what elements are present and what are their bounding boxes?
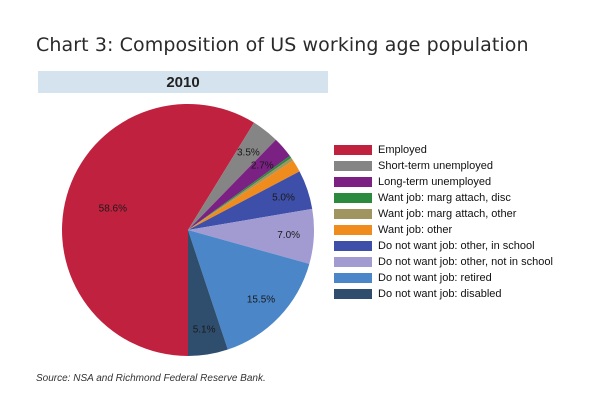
slice-label-1: 3.5% bbox=[237, 147, 260, 158]
legend-swatch-3 bbox=[334, 193, 372, 203]
legend-item-4: Want job: marg attach, other bbox=[334, 206, 596, 222]
pie-slice-6 bbox=[188, 171, 313, 230]
slice-label-9: 5.1% bbox=[193, 325, 216, 336]
legend-item-1: Short-term unemployed bbox=[334, 158, 596, 174]
legend-swatch-6 bbox=[334, 241, 372, 251]
legend-item-8: Do not want job: retired bbox=[334, 270, 596, 286]
pie-slice-2 bbox=[188, 139, 290, 230]
legend-label-3: Want job: marg attach, disc bbox=[378, 192, 511, 204]
legend-swatch-8 bbox=[334, 273, 372, 283]
legend-item-2: Long-term unemployed bbox=[334, 174, 596, 190]
legend-item-0: Employed bbox=[334, 142, 596, 158]
legend-swatch-1 bbox=[334, 161, 372, 171]
legend-item-7: Do not want job: other, not in school bbox=[334, 254, 596, 270]
legend-swatch-9 bbox=[334, 289, 372, 299]
legend-swatch-2 bbox=[334, 177, 372, 187]
page-title: Chart 3: Composition of US working age p… bbox=[36, 34, 529, 56]
slice-label-8: 15.5% bbox=[247, 295, 275, 306]
legend-item-9: Do not want job: disabled bbox=[334, 286, 596, 302]
slice-label-7: 7.0% bbox=[277, 230, 300, 241]
slice-label-6: 5.0% bbox=[272, 193, 295, 204]
legend-swatch-7 bbox=[334, 257, 372, 267]
legend-label-2: Long-term unemployed bbox=[378, 176, 492, 188]
chart-title: 2010 bbox=[38, 71, 328, 93]
pie-slice-9 bbox=[188, 230, 228, 356]
pie-slice-5 bbox=[188, 160, 300, 230]
legend-item-3: Want job: marg attach, disc bbox=[334, 190, 596, 206]
legend-label-4: Want job: marg attach, other bbox=[378, 208, 517, 220]
legend-label-7: Do not want job: other, not in school bbox=[378, 256, 553, 268]
pie-slice-4 bbox=[188, 157, 294, 230]
legend-label-1: Short-term unemployed bbox=[378, 160, 493, 172]
legend-label-0: Employed bbox=[378, 144, 427, 156]
legend-item-5: Want job: other bbox=[334, 222, 596, 238]
pie-slice-8 bbox=[188, 230, 310, 350]
pie-slice-3 bbox=[188, 155, 292, 230]
slice-label-0: 58.6% bbox=[99, 204, 127, 215]
legend-swatch-4 bbox=[334, 209, 372, 219]
legend-swatch-5 bbox=[334, 225, 372, 235]
slice-label-2: 2.7% bbox=[251, 161, 274, 172]
legend-item-6: Do not want job: other, in school bbox=[334, 238, 596, 254]
legend-swatch-0 bbox=[334, 145, 372, 155]
pie-slice-1 bbox=[188, 122, 276, 230]
pie-slice-0 bbox=[62, 104, 255, 356]
pie-slice-7 bbox=[188, 208, 315, 264]
legend-label-9: Do not want job: disabled bbox=[378, 288, 502, 300]
legend-label-5: Want job: other bbox=[378, 224, 453, 236]
source-note: Source: NSA and Richmond Federal Reserve… bbox=[36, 373, 266, 384]
legend-label-6: Do not want job: other, in school bbox=[378, 240, 535, 252]
chart-legend: Employed Short-term unemployed Long-term u… bbox=[334, 142, 596, 302]
legend-label-8: Do not want job: retired bbox=[378, 272, 492, 284]
